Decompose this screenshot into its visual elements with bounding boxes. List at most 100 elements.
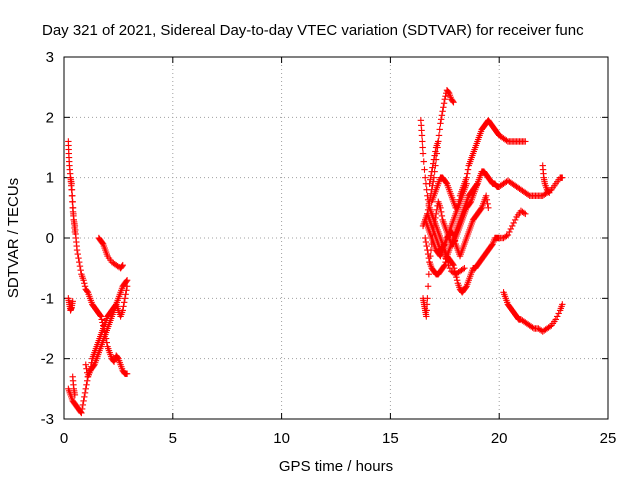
grid <box>64 57 608 419</box>
data-point <box>423 301 431 308</box>
data-point <box>427 176 434 183</box>
data-point <box>68 186 75 193</box>
data-point <box>520 209 528 217</box>
data-point <box>440 104 447 111</box>
y-tick-label: 1 <box>46 170 54 187</box>
data-point <box>552 316 559 323</box>
x-tick-label: 0 <box>60 430 68 447</box>
data-point <box>77 266 84 274</box>
data-point <box>441 96 448 103</box>
data-point <box>443 179 450 186</box>
data-point <box>445 88 452 96</box>
data-point <box>69 198 76 205</box>
data-point <box>78 409 85 417</box>
plot-frame <box>63 56 609 420</box>
data-point <box>421 166 428 173</box>
chart-title: Day 321 of 2021, Sidereal Day-to-day VTE… <box>42 22 584 39</box>
data-point <box>461 264 468 272</box>
data-point <box>439 246 446 254</box>
data-point <box>488 241 496 249</box>
data-point <box>80 397 87 405</box>
y-tick-labels: -3 -2 -1 0 1 2 3 <box>41 49 54 428</box>
data-point <box>419 150 427 157</box>
data-point <box>84 377 91 384</box>
data-point <box>123 278 130 285</box>
data-point <box>449 230 456 238</box>
data-point <box>83 381 90 389</box>
data-point <box>71 391 79 399</box>
data-point <box>429 160 437 167</box>
data-point <box>418 132 426 139</box>
data-point <box>81 393 88 401</box>
data-point <box>423 307 430 314</box>
data-point <box>443 258 451 266</box>
data-point <box>432 210 440 218</box>
data-point <box>477 205 485 213</box>
data-point <box>546 323 554 330</box>
data-point <box>437 204 444 212</box>
data-points <box>65 86 566 417</box>
data-point <box>464 170 471 177</box>
data-point <box>440 250 448 258</box>
data-point <box>425 202 433 210</box>
data-point <box>436 126 443 133</box>
data-point <box>99 239 106 247</box>
y-tick-label: 3 <box>46 49 54 66</box>
data-point <box>81 280 88 287</box>
data-point <box>449 260 456 268</box>
data-point <box>453 277 461 284</box>
y-tick-label: 0 <box>46 230 54 247</box>
x-tick-label: 5 <box>169 430 177 447</box>
data-point <box>522 138 529 145</box>
data-point <box>437 120 444 127</box>
data-point <box>424 295 431 302</box>
data-point <box>419 144 426 151</box>
data-point <box>121 295 129 302</box>
data-point <box>81 283 89 290</box>
data-point <box>453 274 460 281</box>
data-point <box>506 228 513 236</box>
data-point <box>450 231 457 239</box>
data-point <box>462 284 470 291</box>
data-point <box>525 191 532 198</box>
data-point <box>123 287 130 294</box>
data-point <box>73 246 81 254</box>
data-point <box>419 138 426 145</box>
data-point <box>433 206 441 214</box>
y-tick-label: -3 <box>41 411 54 428</box>
data-point <box>81 389 89 397</box>
data-point <box>559 174 566 181</box>
data-point <box>435 132 443 139</box>
data-point <box>424 283 432 290</box>
data-point <box>424 246 431 254</box>
data-point <box>450 99 457 106</box>
data-point <box>88 359 95 366</box>
data-point <box>545 188 552 195</box>
data-point <box>83 365 90 372</box>
data-point <box>425 271 433 278</box>
data-point <box>71 228 79 236</box>
data-point <box>123 277 131 284</box>
x-tick-label: 15 <box>382 430 399 447</box>
data-point <box>546 189 553 196</box>
data-point <box>123 370 131 377</box>
data-point <box>430 156 438 163</box>
data-point <box>451 234 458 242</box>
data-point <box>555 310 562 317</box>
data-point <box>432 148 439 155</box>
data-point <box>423 242 430 250</box>
data-point <box>442 93 449 100</box>
data-point <box>554 313 561 320</box>
data-point <box>503 137 510 144</box>
data-point <box>522 210 529 218</box>
data-point <box>449 98 456 105</box>
data-point <box>437 208 445 216</box>
x-tick-labels: 0 5 10 15 20 25 <box>60 430 617 447</box>
data-point <box>431 152 438 159</box>
data-point <box>463 174 470 181</box>
data-point <box>426 180 433 187</box>
data-point <box>440 100 448 107</box>
y-tick-label: -2 <box>41 351 54 368</box>
data-point <box>122 291 129 298</box>
data-point <box>82 385 89 393</box>
